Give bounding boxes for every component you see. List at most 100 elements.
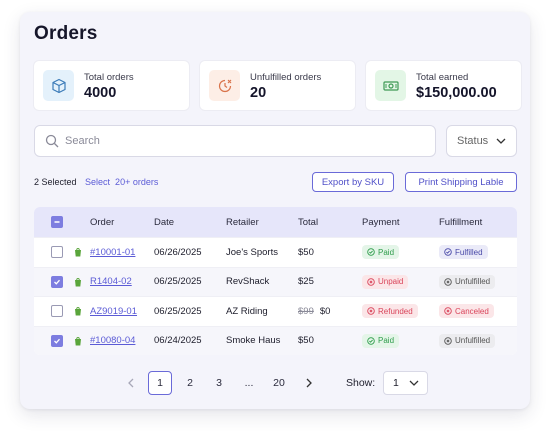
print-shipping-label-button[interactable]: Print Shipping Lable	[405, 172, 517, 192]
shopify-icon	[74, 297, 82, 326]
next-page-button[interactable]	[297, 371, 321, 395]
pagination-ellipsis: ...	[244, 377, 254, 389]
clock-cross-icon	[209, 70, 240, 101]
row-checkbox[interactable]	[51, 297, 63, 326]
page-size-value: 1	[393, 377, 399, 389]
search-box[interactable]	[34, 125, 436, 157]
x-circle-icon	[444, 307, 452, 315]
check-circle-icon	[444, 248, 452, 256]
check-circle-icon	[367, 337, 375, 345]
previous-page-button[interactable]	[119, 371, 143, 395]
select-all-checkbox[interactable]	[51, 207, 63, 237]
stat-label: Total orders	[84, 72, 134, 83]
x-circle-icon	[367, 278, 375, 286]
row-checkbox[interactable]	[51, 327, 63, 356]
stat-total-earned: Total earned $150,000.00	[366, 61, 521, 110]
retailer-name: AZ Riding	[226, 305, 268, 317]
table-row[interactable]: #10001-01 06/26/2025 Joe's Sports $50 Paid Fu…	[34, 237, 517, 267]
shopify-icon	[74, 268, 82, 297]
orders-table: Order Date Retailer Total Payment Fulfil…	[34, 207, 517, 355]
row-checkbox[interactable]	[51, 238, 63, 267]
selection-bar: 2 Selected Select 20+ orders	[34, 177, 158, 187]
check-icon	[51, 275, 63, 288]
export-by-sku-button[interactable]: Export by SKU	[312, 172, 394, 192]
order-total: $99 $0	[298, 297, 330, 326]
column-header-order: Order	[90, 216, 115, 228]
retailer-name: RevShack	[226, 276, 270, 288]
order-link[interactable]: AZ9019-01	[90, 305, 138, 317]
column-header-payment: Payment	[362, 216, 400, 228]
status-filter-label: Status	[457, 135, 489, 147]
select-all-link[interactable]: Select 20+ orders	[85, 177, 159, 187]
page-button[interactable]: 20	[273, 377, 285, 389]
fulfillment-status-badge: Canceled	[439, 304, 494, 319]
column-header-total: Total	[298, 216, 319, 228]
fulfillment-status-text: Unfulfilled	[455, 277, 491, 287]
search-input[interactable]	[65, 126, 425, 156]
stat-value: 4000	[84, 85, 117, 101]
fulfillment-status-text: Unfulfilled	[455, 336, 491, 346]
stat-value: 20	[250, 85, 267, 101]
column-header-retailer: Retailer	[226, 216, 259, 228]
payment-status-text: Paid	[378, 336, 395, 346]
order-total: $50	[298, 238, 314, 267]
payment-status-badge: Paid	[362, 333, 400, 348]
shopify-icon	[74, 327, 82, 356]
row-checkbox[interactable]	[51, 268, 63, 297]
table-row[interactable]: AZ9019-01 06/25/2025 AZ Riding $99 $0 Refunde…	[34, 296, 517, 326]
chevron-left-icon	[128, 378, 134, 388]
status-filter-dropdown[interactable]: Status	[446, 125, 517, 157]
order-link[interactable]: R1404-02	[90, 276, 132, 288]
payment-status-badge: Paid	[362, 245, 400, 260]
orders-card: Orders Total orders 4000 Unfulfilled ord…	[20, 12, 530, 409]
order-link[interactable]: #10001-01	[90, 246, 136, 258]
check-icon	[51, 334, 63, 347]
column-header-date: Date	[154, 216, 175, 228]
fulfillment-status-text: Fulfilled	[455, 247, 483, 257]
page-size-dropdown[interactable]: 1	[383, 371, 428, 395]
payment-status-text: Refunded	[378, 306, 413, 316]
total-value: $0	[319, 305, 331, 317]
retailer-name: Joe's Sports	[226, 246, 278, 258]
order-date: 06/26/2025	[154, 246, 202, 258]
page-button[interactable]: 1	[148, 371, 172, 395]
x-circle-icon	[444, 337, 452, 345]
stat-value: $150,000.00	[416, 85, 497, 101]
show-label: Show:	[346, 377, 376, 389]
payment-status-text: Unpaid	[378, 277, 404, 287]
check-circle-icon	[367, 248, 375, 256]
stat-label: Total earned	[416, 72, 469, 83]
page-title: Orders	[34, 23, 98, 44]
page-button[interactable]: 3	[216, 377, 222, 389]
order-date: 06/25/2025	[154, 305, 202, 317]
column-header-fulfillment: Fulfillment	[439, 216, 483, 228]
fulfillment-status-badge: Unfulfilled	[439, 333, 496, 348]
payment-status-text: Paid	[378, 247, 395, 257]
selected-count: 2 Selected	[34, 177, 77, 187]
x-circle-icon	[367, 307, 375, 315]
original-total: $99	[298, 305, 314, 317]
stat-unfulfilled-orders: Unfulfilled orders 20	[200, 61, 355, 110]
table-row[interactable]: R1404-02 06/25/2025 RevShack $25 Unpaid Unful…	[34, 266, 517, 297]
payment-status-badge: Unpaid	[362, 274, 409, 289]
checkbox-icon	[51, 246, 63, 259]
table-row[interactable]: #10080-04 06/24/2025 Smoke Haus $50 Paid Unfu…	[34, 325, 517, 356]
chevron-down-icon	[496, 138, 506, 144]
fulfillment-status-text: Canceled	[455, 306, 489, 316]
payment-status-badge: Refunded	[362, 304, 418, 319]
checkbox-icon	[51, 305, 63, 318]
page-button[interactable]: 2	[187, 377, 193, 389]
order-link[interactable]: #10080-04	[90, 335, 136, 347]
order-total: $25	[298, 268, 314, 297]
shopify-icon	[74, 238, 82, 267]
box-icon	[43, 70, 74, 101]
order-date: 06/24/2025	[154, 335, 202, 347]
search-icon	[45, 134, 59, 148]
retailer-name: Smoke Haus	[226, 335, 281, 347]
fulfillment-status-badge: Unfulfilled	[439, 274, 496, 289]
cash-icon	[375, 70, 406, 101]
x-circle-icon	[444, 278, 452, 286]
order-date: 06/25/2025	[154, 276, 202, 288]
total-value: $50	[298, 246, 314, 258]
total-value: $50	[298, 335, 314, 347]
